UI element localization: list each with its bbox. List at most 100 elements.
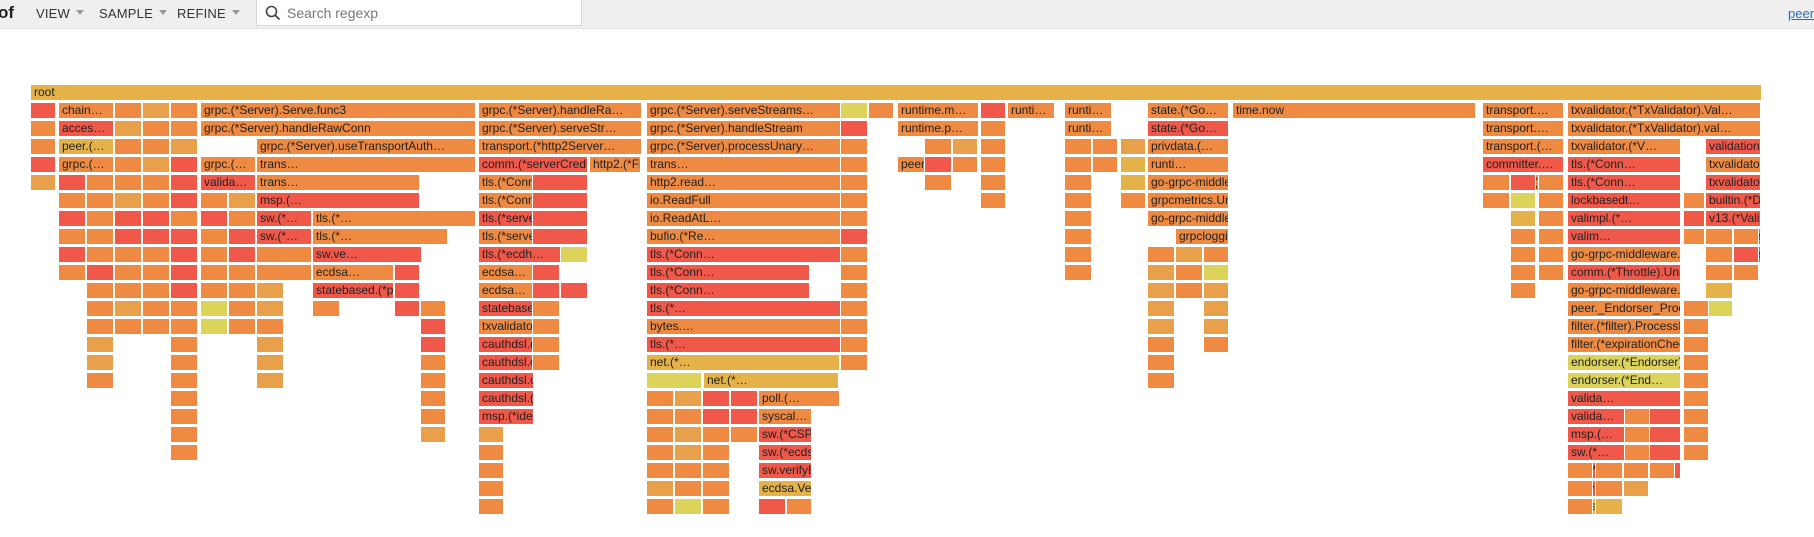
flame-frame[interactable] <box>1733 228 1759 245</box>
flame-frame[interactable] <box>114 120 142 137</box>
flame-frame[interactable]: tls.(*Conn… <box>646 246 842 263</box>
search-input[interactable] <box>285 2 579 24</box>
flame-frame[interactable]: ecdsa.Verify <box>758 480 812 497</box>
flame-frame[interactable] <box>646 408 674 425</box>
flame-frame[interactable] <box>30 174 56 191</box>
flame-frame[interactable] <box>924 174 952 191</box>
flame-frame[interactable]: transport.(… <box>1482 138 1564 155</box>
flame-frame[interactable] <box>170 156 198 173</box>
flame-frame[interactable]: txvalidator.(*Pl… <box>1705 174 1761 191</box>
flame-frame[interactable] <box>730 426 758 443</box>
flame-frame[interactable] <box>840 120 868 137</box>
flame-frame[interactable] <box>532 264 560 281</box>
flame-frame[interactable] <box>702 480 730 497</box>
flame-frame[interactable]: grpc.(… <box>58 156 114 173</box>
flame-frame[interactable] <box>420 318 446 335</box>
flame-frame[interactable] <box>228 228 256 245</box>
flame-frame[interactable] <box>478 462 504 479</box>
flame-frame[interactable] <box>114 138 142 155</box>
flame-frame[interactable] <box>730 390 758 407</box>
flame-frame[interactable] <box>200 246 228 263</box>
flame-frame[interactable] <box>58 246 86 263</box>
flame-frame[interactable] <box>840 156 868 173</box>
flame-frame[interactable] <box>1624 426 1650 443</box>
flame-frame[interactable] <box>758 498 786 515</box>
flame-frame[interactable] <box>674 390 702 407</box>
flame-frame[interactable] <box>170 390 198 407</box>
flame-frame[interactable] <box>1624 444 1650 461</box>
flame-frame[interactable]: grpclogging.UnaryServerInte… <box>1175 228 1229 245</box>
flame-frame[interactable]: comm.(*Throttle).Unary… <box>1567 264 1681 281</box>
flame-frame[interactable]: transport.(*http2Server… <box>478 138 642 155</box>
flame-frame[interactable] <box>924 156 952 173</box>
flame-frame[interactable]: syscal… <box>758 408 812 425</box>
flame-frame[interactable]: acces… <box>58 120 114 137</box>
flame-frame[interactable] <box>1683 192 1705 209</box>
flame-frame[interactable] <box>1683 390 1709 407</box>
flame-frame[interactable] <box>1567 462 1593 479</box>
flame-frame[interactable] <box>674 498 702 515</box>
flame-frame[interactable] <box>532 318 560 335</box>
flame-frame[interactable] <box>200 228 228 245</box>
flame-frame[interactable] <box>200 210 228 227</box>
flame-frame[interactable] <box>394 282 420 299</box>
flame-frame[interactable] <box>114 210 142 227</box>
flame-frame[interactable] <box>142 192 170 209</box>
flame-frame[interactable]: privdata.(… <box>1147 138 1229 155</box>
flame-frame[interactable]: runti… <box>1064 120 1112 137</box>
flame-frame[interactable] <box>142 264 170 281</box>
flame-frame[interactable] <box>420 426 446 443</box>
flame-frame[interactable] <box>1683 228 1705 245</box>
flame-frame[interactable] <box>86 246 114 263</box>
flame-frame[interactable]: runti… <box>1147 156 1229 173</box>
flame-frame[interactable] <box>840 336 868 353</box>
flame-frame[interactable] <box>170 264 198 281</box>
flame-frame[interactable] <box>420 372 446 389</box>
flame-frame[interactable] <box>142 228 170 245</box>
flame-frame[interactable] <box>1147 336 1175 353</box>
flame-frame[interactable] <box>1147 264 1175 281</box>
flame-frame[interactable] <box>702 444 730 461</box>
flame-frame[interactable] <box>532 336 560 353</box>
flame-frame[interactable] <box>256 354 284 371</box>
flame-frame[interactable] <box>228 300 256 317</box>
flame-frame[interactable]: state.(*Go… <box>1147 102 1229 119</box>
flame-frame[interactable]: ecdsa… <box>312 264 394 281</box>
flame-frame[interactable] <box>170 426 198 443</box>
flame-frame[interactable] <box>840 192 868 209</box>
flame-frame[interactable]: tls.(*Conn… <box>1567 156 1681 173</box>
flame-frame[interactable] <box>1092 138 1118 155</box>
flame-frame[interactable] <box>86 336 114 353</box>
flame-frame[interactable]: statebased.(*p… <box>312 282 394 299</box>
flame-frame[interactable] <box>1064 210 1092 227</box>
flame-frame[interactable]: http2.read… <box>646 174 842 191</box>
flame-frame[interactable] <box>1147 372 1175 389</box>
flame-frame[interactable] <box>1147 246 1175 263</box>
flame-frame[interactable]: endorser.(*End… <box>1567 372 1681 389</box>
flame-frame[interactable]: validation.… <box>1705 138 1761 155</box>
flame-frame[interactable]: grpc.(*Server).useTransportAuth… <box>256 138 476 155</box>
flame-frame[interactable] <box>1064 264 1092 281</box>
view-menu[interactable]: VIEW <box>36 6 85 21</box>
flame-frame[interactable]: txvalidator.(*TxValidator).val… <box>1567 120 1761 137</box>
flame-frame[interactable]: filter.(*expirationCheckF… <box>1567 336 1681 353</box>
flame-frame[interactable] <box>142 120 170 137</box>
flame-frame[interactable]: builtin.(*Defaul… <box>1705 192 1761 209</box>
flame-frame[interactable] <box>840 318 868 335</box>
flame-frame[interactable] <box>674 426 702 443</box>
flame-frame[interactable] <box>532 354 560 371</box>
flame-frame[interactable]: tls.(*… <box>312 228 448 245</box>
flame-frame[interactable] <box>1092 156 1118 173</box>
flame-frame[interactable] <box>200 300 228 317</box>
flame-frame[interactable] <box>1120 192 1146 209</box>
flame-frame[interactable] <box>170 102 198 119</box>
flame-frame[interactable] <box>1064 228 1092 245</box>
flame-frame[interactable] <box>228 246 256 263</box>
flame-frame[interactable] <box>840 282 868 299</box>
flame-frame[interactable] <box>532 300 560 317</box>
flame-frame[interactable] <box>142 174 170 191</box>
flame-frame[interactable]: cauthdsl.c… <box>478 372 534 389</box>
flame-frame[interactable]: trans… <box>256 174 420 191</box>
flame-frame[interactable]: tls.(*… <box>646 300 842 317</box>
flame-frame[interactable] <box>228 264 256 281</box>
